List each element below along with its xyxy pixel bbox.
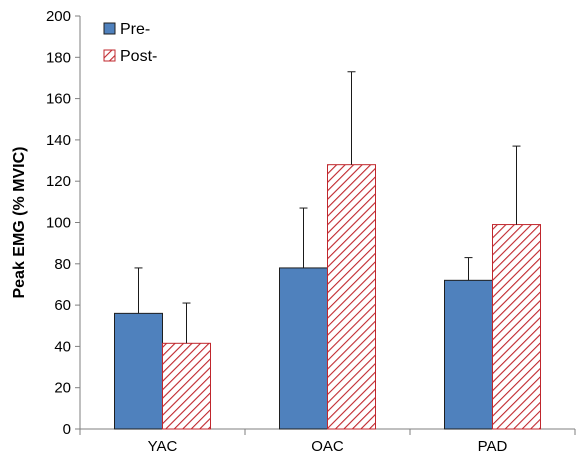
bar-pre-pad bbox=[444, 279, 493, 430]
legend-label-pre: Pre- bbox=[120, 21, 150, 38]
error-bars-layer bbox=[134, 71, 521, 344]
y-tick-label: 140 bbox=[46, 132, 71, 149]
x-tick-label: PAD bbox=[478, 438, 508, 455]
y-tick-label: 120 bbox=[46, 173, 71, 190]
bar-post-pad bbox=[492, 224, 541, 430]
bar-pre-oac bbox=[279, 267, 328, 430]
legend: Pre- Post- bbox=[103, 21, 157, 65]
y-tick-label: 60 bbox=[54, 297, 71, 314]
x-tick-label: YAC bbox=[148, 438, 178, 455]
y-tick-label: 20 bbox=[54, 380, 71, 397]
x-tick-label: OAC bbox=[311, 438, 344, 455]
y-tick-label: 160 bbox=[46, 91, 71, 108]
bar-pre-yac bbox=[114, 312, 163, 430]
legend-swatch-post bbox=[103, 49, 116, 62]
y-tick-label: 100 bbox=[46, 215, 71, 232]
bar-post-oac bbox=[327, 164, 376, 430]
y-tick-label: 0 bbox=[63, 421, 71, 438]
y-tick-label: 80 bbox=[54, 256, 71, 273]
legend-swatch-pre bbox=[103, 22, 116, 35]
y-tick-label: 40 bbox=[54, 338, 71, 355]
bars-layer bbox=[114, 164, 541, 430]
legend-label-post: Post- bbox=[120, 48, 157, 65]
bar-post-yac bbox=[162, 342, 211, 430]
labels-layer: 0 20 40 60 80 100 120 140 160 180 200 YAC OAC PAD Peak… bbox=[11, 8, 508, 455]
y-tick-label: 180 bbox=[46, 49, 71, 66]
y-tick-label: 200 bbox=[46, 8, 71, 25]
y-axis-title: Peak EMG (% MVIC) bbox=[11, 146, 28, 298]
